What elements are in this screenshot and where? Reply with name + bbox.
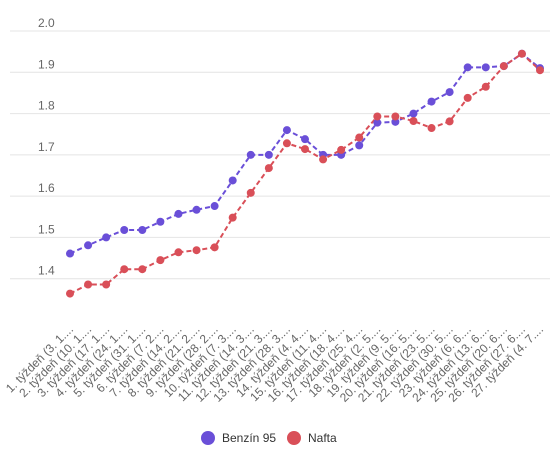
data-point[interactable]: [210, 243, 219, 252]
legend-swatch: [201, 431, 215, 445]
data-point[interactable]: [210, 202, 219, 211]
data-point[interactable]: [463, 93, 472, 102]
data-point[interactable]: [228, 213, 237, 222]
data-point[interactable]: [282, 139, 291, 148]
data-point[interactable]: [156, 256, 165, 265]
y-tick-label: 1.7: [38, 140, 55, 154]
data-point[interactable]: [246, 150, 255, 159]
series-points: [66, 49, 544, 298]
legend-label: Benzín 95: [222, 431, 276, 445]
data-point[interactable]: [337, 145, 346, 154]
data-point[interactable]: [517, 49, 526, 58]
data-point[interactable]: [409, 117, 418, 126]
data-point[interactable]: [138, 265, 147, 274]
series-lines: [69, 52, 541, 295]
y-tick-label: 1.8: [38, 99, 55, 113]
data-point[interactable]: [301, 135, 309, 144]
y-tick-label: 2.0: [38, 16, 55, 30]
data-point[interactable]: [355, 133, 364, 142]
y-tick-label: 1.5: [38, 222, 55, 236]
y-tick-label: 1.9: [38, 57, 55, 71]
data-point[interactable]: [301, 145, 309, 154]
data-point[interactable]: [499, 62, 508, 71]
data-point[interactable]: [246, 188, 255, 197]
data-point[interactable]: [536, 66, 544, 75]
data-point[interactable]: [120, 225, 129, 234]
data-point[interactable]: [481, 82, 490, 91]
series-line: [69, 52, 541, 295]
data-point[interactable]: [355, 141, 364, 150]
y-axis-tick-labels: 1.4 1.5 1.6 1.7 1.8 1.9 2.0: [38, 16, 55, 278]
data-point[interactable]: [373, 112, 382, 121]
data-point[interactable]: [120, 265, 129, 274]
legend-label: Nafta: [308, 431, 337, 445]
series-line: [69, 52, 541, 255]
data-point[interactable]: [174, 248, 183, 257]
data-point[interactable]: [192, 205, 201, 214]
data-point[interactable]: [409, 109, 418, 118]
x-axis-tick-labels: 1. týždeň (3. 1....2. týždeň (10. 1....3…: [3, 322, 546, 405]
y-tick-label: 1.6: [38, 181, 55, 195]
legend-item[interactable]: Benzín 95: [201, 431, 276, 445]
data-point[interactable]: [138, 225, 147, 234]
data-point[interactable]: [264, 150, 273, 159]
grid-lines: [10, 30, 550, 280]
y-tick-label: 1.4: [38, 264, 55, 278]
data-point[interactable]: [66, 289, 74, 298]
data-point[interactable]: [282, 126, 291, 135]
data-point[interactable]: [156, 217, 165, 226]
legend: Benzín 95 Nafta: [201, 431, 337, 445]
data-point[interactable]: [427, 97, 436, 106]
data-point[interactable]: [445, 117, 454, 126]
data-point[interactable]: [463, 63, 472, 72]
data-point[interactable]: [481, 63, 490, 72]
data-point[interactable]: [66, 249, 74, 258]
data-point[interactable]: [228, 176, 237, 185]
data-point[interactable]: [174, 209, 183, 218]
data-point[interactable]: [84, 241, 93, 250]
legend-swatch: [287, 431, 301, 445]
data-point[interactable]: [84, 280, 93, 289]
data-point[interactable]: [192, 246, 201, 255]
data-point[interactable]: [427, 124, 436, 133]
data-point[interactable]: [102, 233, 111, 242]
data-point[interactable]: [373, 118, 382, 127]
data-point[interactable]: [391, 112, 400, 121]
legend-item[interactable]: Nafta: [287, 431, 337, 445]
data-point[interactable]: [264, 164, 273, 173]
data-point[interactable]: [319, 155, 328, 164]
data-point[interactable]: [445, 88, 454, 97]
data-point[interactable]: [102, 280, 111, 289]
